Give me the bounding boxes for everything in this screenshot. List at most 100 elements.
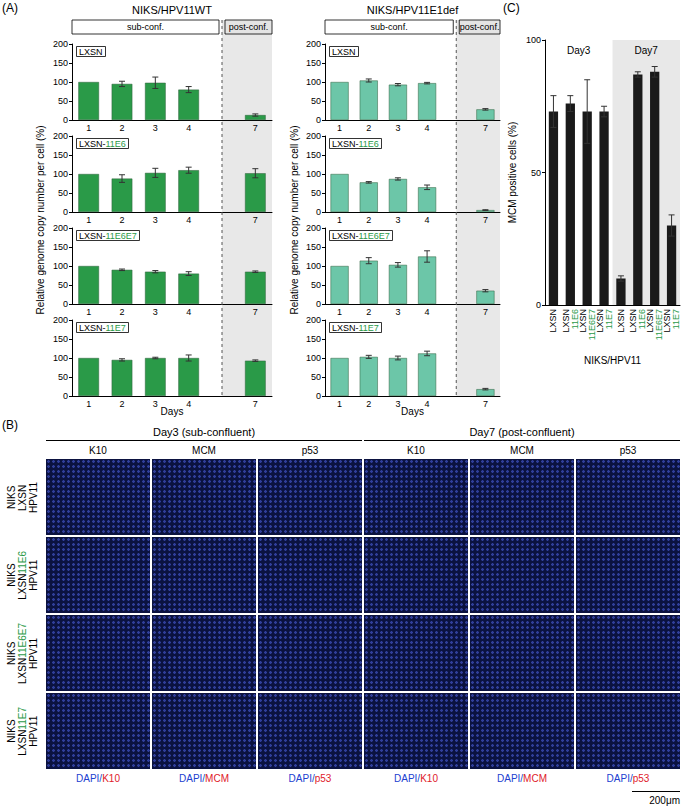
svg-text:LXSN-: LXSN-: [332, 323, 359, 333]
svg-text:150: 150: [53, 58, 68, 68]
svg-text:100: 100: [526, 35, 541, 45]
svg-text:7: 7: [253, 215, 258, 225]
svg-text:2: 2: [366, 307, 371, 317]
svg-text:200: 200: [306, 315, 321, 325]
svg-text:4: 4: [186, 307, 191, 317]
svg-text:Day3: Day3: [567, 45, 591, 56]
svg-text:3: 3: [395, 215, 400, 225]
svg-text:100: 100: [53, 261, 68, 271]
svg-text:0: 0: [316, 207, 321, 217]
svg-text:(C): (C): [503, 1, 520, 15]
svg-text:2: 2: [119, 399, 124, 409]
svg-text:0: 0: [63, 115, 68, 125]
svg-text:200: 200: [306, 223, 321, 233]
svg-text:Days: Days: [401, 406, 424, 417]
svg-text:Relative genome copy number pe: Relative genome copy number per cell (%): [35, 126, 46, 315]
svg-text:50: 50: [311, 96, 321, 106]
svg-text:3: 3: [153, 215, 158, 225]
svg-text:LXSN-: LXSN-: [332, 139, 359, 149]
svg-text:50: 50: [531, 168, 541, 178]
svg-text:1: 1: [337, 307, 342, 317]
svg-text:0: 0: [316, 299, 321, 309]
svg-text:3: 3: [153, 123, 158, 133]
svg-text:0: 0: [536, 300, 541, 310]
svg-text:2: 2: [119, 215, 124, 225]
svg-text:7: 7: [253, 307, 258, 317]
svg-text:100: 100: [53, 353, 68, 363]
svg-text:LXSN: LXSN: [616, 309, 626, 333]
svg-text:150: 150: [306, 58, 321, 68]
svg-text:50: 50: [58, 96, 68, 106]
svg-text:7: 7: [483, 307, 488, 317]
svg-text:Relative genome copy number pe: Relative genome copy number per cell (%): [289, 126, 300, 315]
svg-text:2: 2: [119, 307, 124, 317]
svg-text:3: 3: [153, 399, 158, 409]
svg-text:100: 100: [53, 77, 68, 87]
svg-text:11E6E7: 11E6E7: [359, 231, 390, 241]
svg-text:1: 1: [86, 307, 91, 317]
svg-text:3: 3: [153, 307, 158, 317]
svg-text:150: 150: [53, 334, 68, 344]
svg-text:0: 0: [316, 391, 321, 401]
svg-text:100: 100: [306, 77, 321, 87]
svg-text:2: 2: [366, 123, 371, 133]
svg-text:sub-conf.: sub-conf.: [127, 22, 164, 32]
svg-text:1: 1: [337, 215, 342, 225]
svg-text:0: 0: [63, 207, 68, 217]
svg-text:2: 2: [366, 399, 371, 409]
svg-text:0: 0: [63, 299, 68, 309]
svg-text:200: 200: [53, 39, 68, 49]
svg-text:150: 150: [306, 242, 321, 252]
svg-text:11E7: 11E7: [359, 323, 379, 333]
svg-text:LXSN: LXSN: [79, 47, 103, 57]
svg-text:LXSN-: LXSN-: [332, 231, 359, 241]
svg-text:4: 4: [186, 215, 191, 225]
svg-text:3: 3: [395, 123, 400, 133]
svg-text:LXSN-: LXSN-: [79, 231, 106, 241]
svg-text:post-conf.: post-conf.: [460, 22, 500, 32]
svg-text:4: 4: [425, 215, 430, 225]
svg-text:4: 4: [186, 399, 191, 409]
svg-text:2: 2: [366, 215, 371, 225]
svg-text:0: 0: [316, 115, 321, 125]
svg-text:NIKS/HPV11WT: NIKS/HPV11WT: [132, 4, 212, 16]
svg-text:LXSN: LXSN: [332, 47, 356, 57]
svg-text:50: 50: [311, 188, 321, 198]
svg-text:11E6: 11E6: [359, 139, 379, 149]
svg-text:4: 4: [425, 123, 430, 133]
svg-text:200: 200: [53, 131, 68, 141]
svg-text:150: 150: [53, 242, 68, 252]
svg-text:LXSN-: LXSN-: [79, 323, 106, 333]
svg-text:100: 100: [306, 353, 321, 363]
svg-text:11E7: 11E7: [671, 309, 681, 329]
svg-text:3: 3: [395, 399, 400, 409]
svg-text:200: 200: [306, 131, 321, 141]
svg-text:NIKS/HPV11: NIKS/HPV11: [584, 355, 641, 366]
svg-text:3: 3: [395, 307, 400, 317]
svg-text:150: 150: [53, 150, 68, 160]
svg-text:LXSN: LXSN: [548, 309, 558, 333]
svg-text:4: 4: [425, 307, 430, 317]
svg-text:100: 100: [306, 261, 321, 271]
svg-text:7: 7: [483, 399, 488, 409]
svg-text:(A): (A): [2, 1, 18, 15]
svg-text:11E7: 11E7: [106, 323, 126, 333]
svg-text:11E6: 11E6: [106, 139, 126, 149]
svg-text:7: 7: [253, 399, 258, 409]
svg-text:Day7: Day7: [635, 45, 659, 56]
svg-text:NIKS/HPV11E1def: NIKS/HPV11E1def: [367, 4, 459, 16]
svg-text:150: 150: [306, 150, 321, 160]
svg-text:7: 7: [253, 123, 258, 133]
svg-text:LXSN-: LXSN-: [79, 139, 106, 149]
svg-text:4: 4: [425, 399, 430, 409]
svg-text:50: 50: [311, 280, 321, 290]
svg-text:100: 100: [306, 169, 321, 179]
svg-text:50: 50: [58, 372, 68, 382]
svg-text:200: 200: [53, 223, 68, 233]
svg-text:1: 1: [86, 215, 91, 225]
svg-text:150: 150: [306, 334, 321, 344]
svg-text:200: 200: [53, 315, 68, 325]
svg-text:50: 50: [58, 280, 68, 290]
svg-text:1: 1: [337, 399, 342, 409]
svg-text:11E6E7: 11E6E7: [106, 231, 137, 241]
